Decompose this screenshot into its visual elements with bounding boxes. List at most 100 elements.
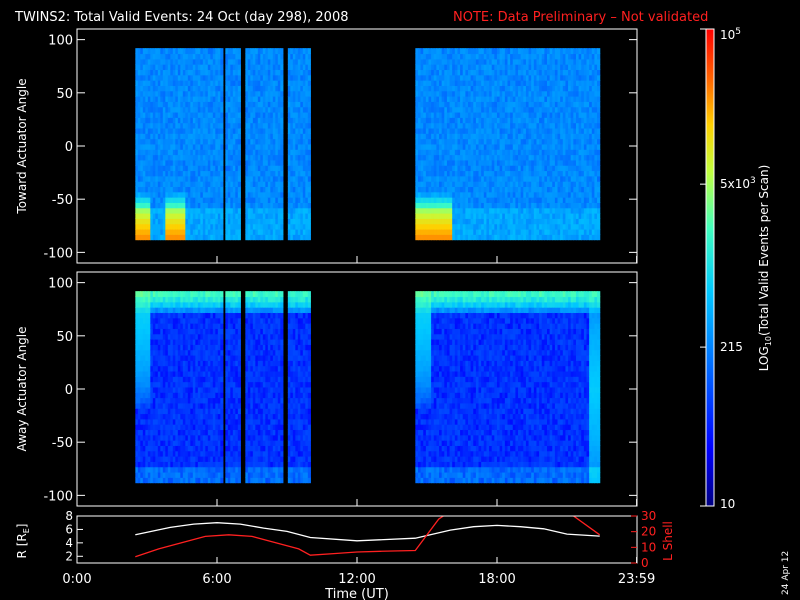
heatmap-cell xyxy=(515,111,519,118)
heatmap-cell xyxy=(245,111,249,118)
heatmap-cell xyxy=(152,53,156,60)
heatmap-cell xyxy=(260,133,264,140)
heatmap-cell xyxy=(465,122,469,129)
heatmap-cell xyxy=(504,133,509,140)
heatmap-cell xyxy=(557,48,561,55)
heatmap-cell xyxy=(165,181,169,188)
heatmap-cell xyxy=(578,213,582,219)
heatmap-cell xyxy=(425,80,430,86)
heatmap-cell xyxy=(180,69,184,76)
heatmap-cell xyxy=(420,149,424,156)
heatmap-cell xyxy=(162,85,166,92)
heatmap-cell xyxy=(525,218,530,225)
heatmap-cell xyxy=(150,165,154,172)
heatmap-cell xyxy=(496,143,501,150)
heatmap-cell xyxy=(441,117,445,124)
heatmap-cell xyxy=(277,122,281,129)
heatmap-cell xyxy=(150,58,154,65)
heatmap-cell xyxy=(140,381,144,388)
heatmap-cell xyxy=(423,127,427,134)
heatmap-cell xyxy=(187,122,191,129)
heatmap-cell xyxy=(150,85,154,92)
heatmap-cell xyxy=(135,96,139,102)
heatmap-cell xyxy=(135,429,139,436)
heatmap-cell xyxy=(441,101,445,108)
heatmap-cell xyxy=(197,213,201,219)
heatmap-cell xyxy=(262,90,266,97)
heatmap-cell xyxy=(581,64,585,71)
heatmap-cell xyxy=(510,64,514,71)
heatmap-cell xyxy=(207,127,211,134)
heatmap-cell xyxy=(594,122,598,129)
heatmap-cell xyxy=(165,58,169,65)
heatmap-cell xyxy=(162,154,166,161)
heatmap-cell xyxy=(502,181,506,188)
heatmap-cell xyxy=(444,127,448,134)
y-tick-label: 100 xyxy=(48,34,73,49)
heatmap-cell xyxy=(135,402,139,409)
heatmap-cell xyxy=(481,85,485,92)
heatmap-cell xyxy=(533,154,538,161)
heatmap-cell xyxy=(272,58,276,65)
heatmap-cell xyxy=(533,159,538,166)
heatmap-cell xyxy=(295,127,299,134)
heatmap-cell xyxy=(260,218,264,225)
heatmap-cell xyxy=(486,154,490,161)
heatmap-cell xyxy=(185,122,189,129)
heatmap-cell xyxy=(292,111,296,118)
heatmap-cell xyxy=(515,154,519,161)
heatmap-cell xyxy=(460,207,464,214)
heatmap-cell xyxy=(575,53,580,60)
heatmap-cell xyxy=(160,58,164,65)
heatmap-cell xyxy=(452,197,456,203)
heatmap-cell xyxy=(589,154,593,161)
heatmap-cell xyxy=(170,69,174,76)
heatmap-cell xyxy=(594,80,598,86)
heatmap-cell xyxy=(536,48,540,55)
heatmap-cell xyxy=(307,175,311,182)
heatmap-cell xyxy=(155,48,159,55)
heatmap-cell xyxy=(452,64,456,71)
heatmap-cell xyxy=(205,202,209,209)
heatmap-cell xyxy=(150,127,154,134)
heatmap-cell xyxy=(202,138,206,145)
heatmap-cell xyxy=(210,90,214,97)
heatmap-cell xyxy=(586,122,590,129)
heatmap-cell xyxy=(302,80,306,86)
heatmap-cell xyxy=(202,234,206,241)
heatmap-cell xyxy=(586,80,590,86)
heatmap-cell xyxy=(518,175,522,182)
heatmap-cell xyxy=(142,58,146,65)
heatmap-cell xyxy=(187,202,191,209)
heatmap-cell xyxy=(552,85,556,92)
heatmap-cell xyxy=(581,85,585,92)
heatmap-cell xyxy=(265,197,269,203)
heatmap-cell xyxy=(290,197,294,203)
heatmap-cell xyxy=(190,58,194,65)
heatmap-cell xyxy=(512,197,516,203)
heatmap-cell xyxy=(478,138,482,145)
heatmap-cell xyxy=(187,111,191,118)
heatmap-cell xyxy=(272,223,276,230)
heatmap-cell xyxy=(255,165,259,172)
heatmap-cell xyxy=(449,186,453,193)
heatmap-cell xyxy=(140,418,144,425)
heatmap-cell xyxy=(420,48,424,55)
heatmap-cell xyxy=(496,234,501,241)
heatmap-cell xyxy=(583,159,588,166)
heatmap-cell xyxy=(462,53,466,60)
heatmap-cell xyxy=(195,74,199,81)
heatmap-cell xyxy=(277,170,281,177)
heatmap-cell xyxy=(295,218,299,225)
heatmap-cell xyxy=(496,159,501,166)
heatmap-cell xyxy=(554,96,559,102)
heatmap-cell xyxy=(444,122,448,129)
heatmap-cell xyxy=(267,170,271,177)
heatmap-cell xyxy=(536,138,540,145)
heatmap-cell xyxy=(185,175,189,182)
heatmap-cell xyxy=(155,80,159,86)
heatmap-cell xyxy=(578,48,582,55)
heatmap-cell xyxy=(491,223,495,230)
heatmap-cell xyxy=(275,127,279,134)
